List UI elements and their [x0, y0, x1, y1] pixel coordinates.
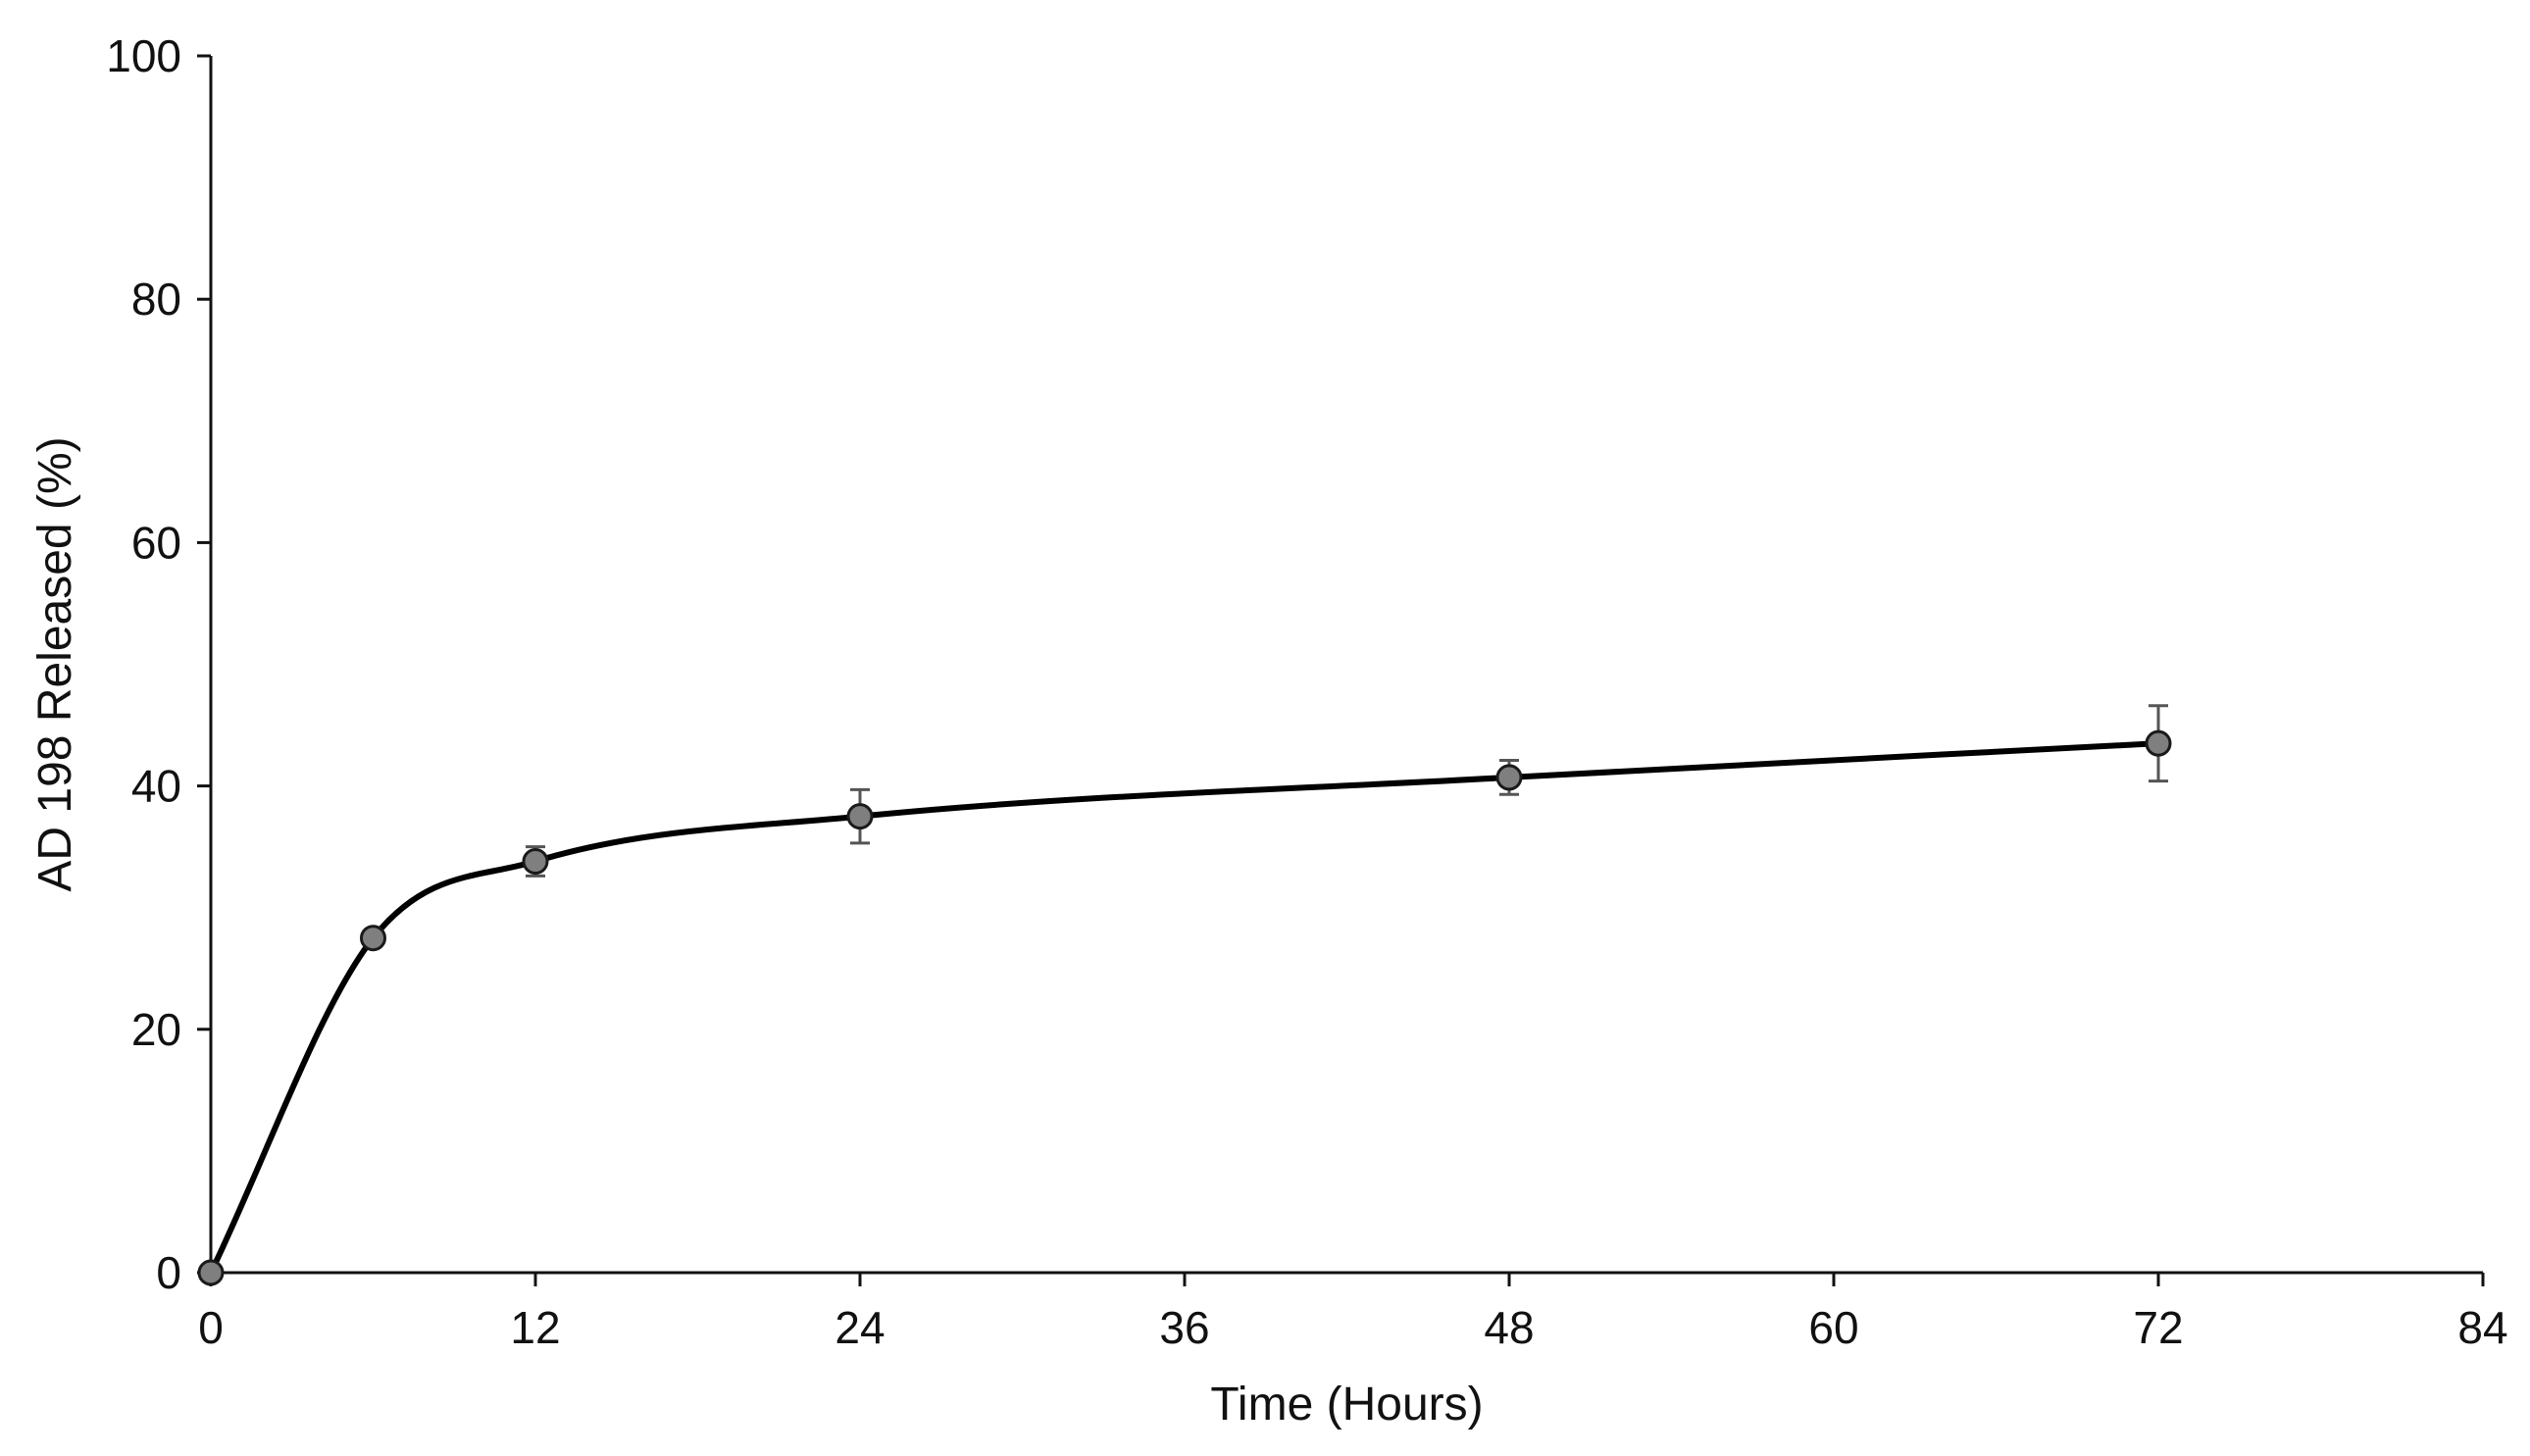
y-tick-label: 0	[156, 1247, 181, 1298]
x-tick-label: 36	[1159, 1302, 1209, 1353]
data-point	[1495, 764, 1523, 791]
data-point	[2145, 729, 2172, 757]
y-tick-label: 60	[131, 517, 181, 568]
x-axis-ticks: 0 12 24 36 48 60 72 84	[198, 1273, 2508, 1353]
data-point	[197, 1259, 225, 1286]
y-tick-label: 40	[131, 761, 181, 812]
error-bars	[363, 704, 2168, 947]
data-point	[522, 848, 549, 876]
x-tick-label: 12	[510, 1302, 560, 1353]
x-tick-label: 0	[198, 1302, 224, 1353]
x-tick-label: 72	[2133, 1302, 2183, 1353]
x-tick-label: 48	[1484, 1302, 1534, 1353]
y-axis-title: AD 198 Released (%)	[29, 436, 81, 891]
data-point	[360, 925, 386, 952]
y-axis-ticks: 0 20 40 60 80 100	[106, 30, 211, 1298]
data-point	[846, 803, 874, 830]
y-tick-label: 100	[106, 30, 181, 81]
series-line	[208, 740, 2161, 1276]
y-tick-label: 80	[131, 274, 181, 325]
x-tick-label: 60	[1808, 1302, 1858, 1353]
x-axis-title: Time (Hours)	[1210, 1379, 1483, 1431]
x-tick-label: 24	[835, 1302, 885, 1353]
data-markers	[197, 729, 2172, 1286]
x-tick-label: 84	[2457, 1302, 2507, 1353]
y-tick-label: 20	[131, 1004, 181, 1055]
